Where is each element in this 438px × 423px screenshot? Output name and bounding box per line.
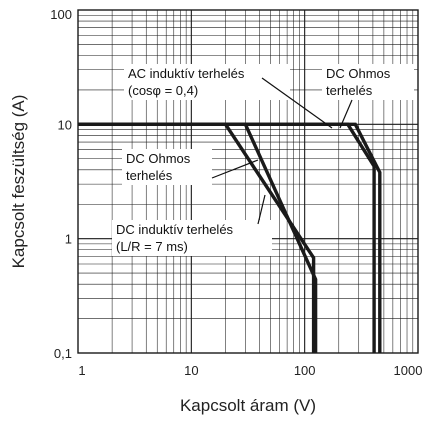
annotation-dc-inductive-label: DC induktív terhelés (L/R = 7 ms) [112, 194, 272, 256]
annotation-background [122, 149, 212, 185]
annotation-text: terhelés [126, 168, 173, 183]
x-axis-title: Kapcsolt áram (V) [180, 396, 316, 415]
annotation-dc-ohmic-left-label: DC Ohmos terhelés [122, 149, 259, 185]
annotation-text: DC induktív terhelés [116, 222, 234, 237]
y-tick-label: 100 [50, 7, 72, 22]
x-tick-label: 1000 [394, 363, 423, 378]
annotation-text: (L/R = 7 ms) [116, 239, 188, 254]
annotation-background [112, 220, 272, 256]
annotation-text: AC induktív terhelés [128, 66, 245, 81]
y-tick-label: 0,1 [54, 346, 72, 361]
annotation-text: DC Ohmos [126, 151, 191, 166]
y-axis-title: Kapcsolt feszültség (A) [9, 95, 28, 269]
annotation-ac-inductive-label: AC induktív terhelés (cosφ = 0,4) [124, 64, 333, 129]
y-tick-label: 10 [58, 117, 72, 132]
tick-labels: 1 10 100 1000 0,1 1 10 100 [50, 7, 422, 378]
annotation-dc-ohmic-right-label: DC Ohmos terhelés [322, 64, 414, 129]
plot-frame [77, 9, 419, 354]
annotation-text: DC Ohmos [326, 66, 391, 81]
annotation-text: terhelés [326, 83, 373, 98]
annotation-leader-line [339, 99, 353, 129]
x-tick-label: 1 [78, 363, 85, 378]
annotation-background [124, 64, 290, 100]
annotation-text: (cosφ = 0,4) [128, 83, 198, 98]
x-tick-label: 100 [294, 363, 316, 378]
annotation-leader-line [257, 194, 266, 225]
x-tick-label: 10 [184, 363, 198, 378]
y-tick-label: 1 [65, 232, 72, 247]
annotation-background [322, 64, 414, 100]
annotations: AC induktív terhelés (cosφ = 0,4) DC Ohmos… [112, 64, 414, 256]
annotation-leader-line [211, 159, 259, 179]
series-line-dc-ohmic-ac-region [78, 122, 382, 353]
annotation-leader-line [261, 77, 333, 129]
series-group [78, 122, 382, 353]
